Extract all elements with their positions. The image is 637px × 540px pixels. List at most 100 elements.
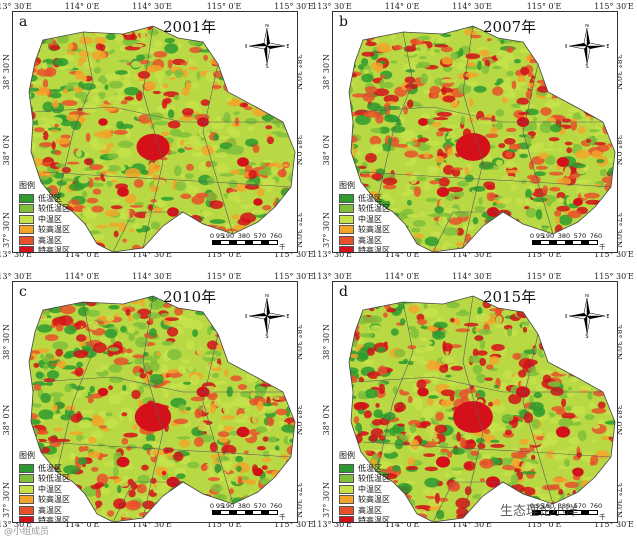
legend-swatch [19, 246, 34, 252]
longitude-tick: 115° 0′E [206, 250, 242, 259]
latitude-tick: 38° 0′N [614, 404, 623, 436]
scale-unit: 千米 [279, 513, 286, 521]
legend-label: 中温区 [38, 214, 62, 224]
latitude-tick: 37° 30′N [614, 212, 623, 248]
longitude-tick: 115° 30′E [274, 272, 314, 281]
source-text: @小组成员 [4, 527, 50, 537]
legend-item: 特高温区 [339, 246, 390, 252]
scale-unit: 千米 [599, 243, 606, 251]
longitude-tick: 115° 30′E [274, 250, 314, 259]
legend-label: 高温区 [358, 235, 382, 245]
longitude-tick: 115° 0′E [526, 250, 562, 259]
legend-swatch [339, 204, 354, 214]
scale-tick: 570 [573, 232, 587, 240]
legend-swatch [19, 474, 34, 484]
legend-label: 中温区 [358, 484, 382, 494]
legend-swatch [19, 495, 34, 505]
legend-label: 高温区 [38, 505, 62, 515]
legend-item: 较低温区 [19, 204, 70, 215]
legend-swatch [19, 204, 34, 214]
longitude-tick: 115° 30′E [274, 2, 314, 11]
svg-text:E: E [286, 314, 289, 320]
legend-label: 较低温区 [38, 474, 70, 484]
svg-text:W: W [245, 44, 248, 50]
map-legend: 图例 低温区 较低温区 中温区 较高温区 高温区 特高温区 [339, 450, 390, 523]
legend-item: 较高温区 [19, 225, 70, 236]
legend-item: 较低温区 [339, 204, 390, 215]
panel-label: d [339, 284, 348, 300]
svg-text:S: S [585, 334, 588, 338]
longitude-tick: 114° 30′E [452, 520, 492, 529]
legend-label: 低温区 [358, 193, 382, 203]
svg-text:N: N [265, 294, 269, 299]
legend-label: 中温区 [358, 214, 382, 224]
latitude-tick: 38° 0′N [2, 134, 11, 166]
scale-tick: 380 [557, 502, 571, 510]
panel-year: 2015年 [483, 288, 537, 306]
legend-item: 特高温区 [19, 516, 70, 523]
longitude-tick: 115° 0′E [206, 520, 242, 529]
scale-tick: 760 [269, 232, 283, 240]
svg-text:N: N [585, 294, 589, 299]
map-panel-d: 113° 30′E 113° 30′E 114° 0′E 114° 0′E 114° 3… [312, 272, 634, 529]
legend-label: 特高温区 [358, 516, 390, 523]
legend-label: 较低温区 [358, 204, 390, 214]
legend-swatch [339, 474, 354, 484]
longitude-tick: 113° 30′E [312, 272, 352, 281]
latitude-tick: 38° 30′N [2, 54, 11, 90]
legend-swatch [339, 246, 354, 252]
legend-swatch [339, 235, 354, 245]
legend-swatch [19, 516, 34, 522]
legend-label: 低温区 [38, 193, 62, 203]
latitude-tick: 38° 0′N [294, 404, 303, 436]
longitude-tick: 114° 30′E [132, 272, 172, 281]
longitude-tick: 114° 30′E [452, 250, 492, 259]
scale-tick: 190 [541, 502, 555, 510]
svg-text:S: S [585, 64, 588, 68]
legend-label: 高温区 [358, 505, 382, 515]
panel-year: 2007年 [483, 18, 537, 36]
latitude-tick: 38° 0′N [614, 134, 623, 166]
scale-tick: 95 [215, 232, 225, 240]
latitude-tick: 38° 30′N [322, 324, 331, 360]
longitude-tick: 115° 0′E [526, 2, 562, 11]
heat-map [348, 25, 616, 252]
latitude-tick: 37° 30′N [294, 212, 303, 248]
legend-swatch [339, 495, 354, 505]
longitude-tick: 113° 30′E [0, 2, 32, 11]
legend-label: 高温区 [38, 235, 62, 245]
scale-tick: 570 [253, 232, 267, 240]
scale-tick: 190 [541, 232, 555, 240]
longitude-tick: 114° 0′E [64, 250, 100, 259]
svg-text:N: N [585, 24, 589, 29]
latitude-tick: 37° 30′N [2, 482, 11, 518]
north-arrow-icon: N S E W [245, 294, 289, 338]
north-arrow-icon: N S E W [565, 24, 609, 68]
legend-item: 较高温区 [19, 495, 70, 506]
svg-text:W: W [565, 44, 568, 50]
longitude-tick: 113° 30′E [0, 250, 32, 259]
legend-swatch [19, 463, 34, 473]
legend-label: 特高温区 [38, 516, 70, 523]
latitude-tick: 38° 0′N [322, 134, 331, 166]
legend-label: 较低温区 [358, 474, 390, 484]
heat-map [28, 295, 296, 522]
legend-item: 较低温区 [339, 474, 390, 485]
svg-text:S: S [265, 64, 268, 68]
legend-label: 较低温区 [38, 204, 70, 214]
latitude-tick: 38° 30′N [294, 54, 303, 90]
legend-item: 高温区 [339, 235, 390, 246]
scale-tick: 570 [573, 502, 587, 510]
legend-swatch [19, 225, 34, 235]
longitude-tick: 115° 30′E [594, 520, 634, 529]
longitude-tick: 114° 0′E [384, 272, 420, 281]
latitude-tick: 38° 0′N [2, 404, 11, 436]
scale-tick: 0 [529, 232, 535, 240]
map-panel-c: 113° 30′E 113° 30′E 114° 0′E 114° 0′E 114° 3… [0, 272, 314, 529]
longitude-tick: 113° 30′E [0, 520, 32, 529]
